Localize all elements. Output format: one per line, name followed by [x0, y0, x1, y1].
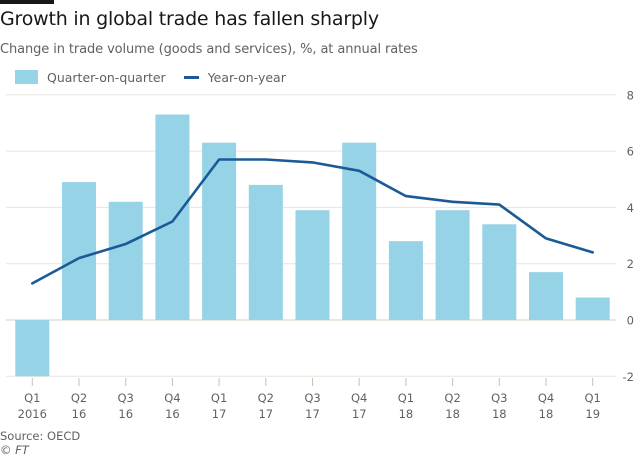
x-tick-label-year: 17 [258, 407, 273, 421]
x-tick-label-year: 16 [118, 407, 133, 421]
bar-4 [202, 142, 237, 320]
x-tick-label-quarter: Q3 [491, 391, 507, 405]
legend: Quarter-on-quarter Year-on-year [15, 68, 286, 86]
year-on-year-line [30, 158, 595, 285]
bar-2 [108, 201, 143, 320]
x-tick-label-quarter: Q1 [211, 391, 227, 405]
y-axis: -2 0 2 4 6 8 [623, 88, 634, 384]
chart-title: Growth in global trade has fallen sharpl… [0, 8, 379, 30]
x-tick-label-year: 2016 [18, 407, 47, 421]
bar-1 [62, 182, 96, 320]
x-tick-label-quarter: Q1 [24, 391, 40, 405]
gridlines [6, 94, 616, 377]
bar-series [15, 114, 610, 377]
line-series [30, 158, 595, 285]
x-tick-label-year: 18 [539, 407, 554, 421]
legend-swatch-year-on-year [183, 75, 199, 79]
y-tick-label: 0 [627, 314, 634, 328]
source-note: Source: OECD [0, 429, 81, 443]
x-tick-label-quarter: Q2 [71, 391, 87, 405]
bar-6 [295, 210, 330, 320]
y-tick-label: 2 [627, 257, 634, 271]
x-tick-label-year: 16 [165, 407, 180, 421]
x-tick-label-quarter: Q2 [258, 391, 274, 405]
x-tick-label-quarter: Q4 [164, 391, 180, 405]
y-tick-label: 6 [627, 145, 634, 159]
x-tick-label-quarter: Q3 [304, 391, 320, 405]
chart-subtitle: Change in trade volume (goods and servic… [0, 42, 418, 57]
bar-3 [155, 114, 190, 320]
x-tick-label-year: 17 [305, 407, 320, 421]
bar-11 [529, 272, 563, 320]
y-tick-label: 4 [627, 201, 634, 215]
x-tick-label-year: 18 [492, 407, 507, 421]
bar-9 [435, 210, 470, 320]
x-tick-label-quarter: Q1 [398, 391, 414, 405]
x-tick-label-quarter: Q2 [444, 391, 460, 405]
bar-10 [482, 224, 517, 320]
x-tick-label-quarter: Q4 [538, 391, 554, 405]
bar-0 [15, 320, 50, 377]
x-tick-label-year: 16 [72, 407, 87, 421]
legend-label-quarter-on-quarter: Quarter-on-quarter [47, 69, 166, 85]
x-tick-label-quarter: Q1 [585, 391, 601, 405]
x-tick-label-quarter: Q4 [351, 391, 367, 405]
legend-label-year-on-year: Year-on-year [207, 69, 286, 85]
y-tick-label: -2 [623, 370, 634, 384]
copyright: © FT [0, 443, 29, 457]
x-tick-label-year: 19 [585, 407, 600, 421]
brand-bar [0, 0, 54, 4]
y-tick-label: 8 [627, 88, 634, 102]
x-tick-label-year: 18 [445, 407, 460, 421]
x-tick-label-quarter: Q3 [118, 391, 134, 405]
bar-8 [388, 241, 423, 320]
bar-5 [248, 184, 283, 320]
x-tick-label-year: 17 [212, 407, 227, 421]
bar-12 [575, 297, 610, 320]
x-tick-label-year: 17 [352, 407, 367, 421]
legend-swatch-quarter-on-quarter [15, 70, 38, 84]
x-axis: Q1 2016 Q2 16 Q3 16 Q4 16 Q1 17 Q2 17 Q3 17 Q4 17 Q1 18 Q2… [18, 378, 601, 421]
x-tick-label-year: 18 [399, 407, 414, 421]
